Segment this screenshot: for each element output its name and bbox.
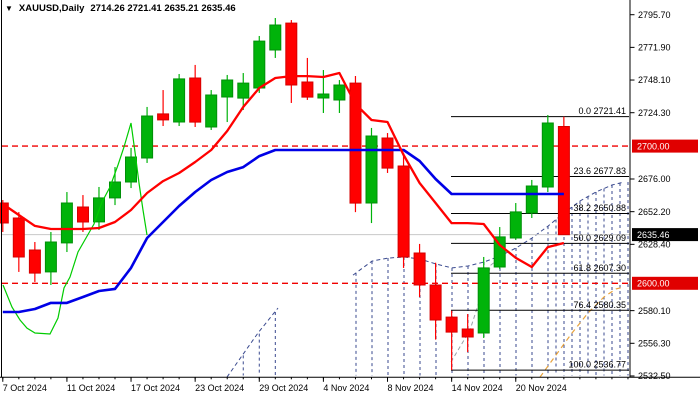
time-axis-label: 20 Nov 2024 <box>516 383 567 393</box>
time-axis-label: 11 Oct 2024 <box>67 383 115 393</box>
chikou-span-line <box>2 122 148 335</box>
symbol-period-label: XAUUSD,Daily <box>18 3 85 14</box>
candle-body-down <box>557 126 570 236</box>
time-axis-label: 23 Oct 2024 <box>195 383 244 393</box>
time-axis-label: 7 Oct 2024 <box>3 383 47 393</box>
candle-body-down <box>189 77 202 123</box>
candle-body-up <box>109 181 121 199</box>
candle-body-up <box>205 94 218 128</box>
candle-body-up <box>44 241 57 273</box>
candle-body-up <box>509 211 522 239</box>
candle-body-down <box>429 284 442 321</box>
price-axis-label: 2771.90 <box>638 43 671 53</box>
candle-body-up <box>525 185 538 214</box>
candle-body-down <box>28 249 41 274</box>
candle-body-up <box>493 236 506 268</box>
candle-body-down <box>301 81 314 98</box>
candle-body-up <box>173 78 186 123</box>
time-axis-label: 14 Nov 2024 <box>452 383 503 393</box>
price-axis-label: 2628.40 <box>638 240 671 250</box>
candle-body-up <box>253 40 266 89</box>
price-axis-label: 2652.20 <box>638 207 671 217</box>
price-axis-label: 2724.30 <box>638 108 671 118</box>
candle-body-down <box>445 316 458 333</box>
candle-body-up <box>541 122 554 188</box>
candle-body-down <box>381 137 394 169</box>
price-axis-label: 2556.30 <box>638 339 671 349</box>
candle-body-up <box>269 24 282 51</box>
price-axis-label: 2580.10 <box>638 306 671 316</box>
price-badge <box>632 228 698 242</box>
price-badge-label: 2700.00 <box>637 141 670 151</box>
candle-body-up <box>141 115 154 159</box>
senkou-span-b-line <box>352 181 625 276</box>
candle-body-up <box>333 84 346 101</box>
price-badge-label: 2635.46 <box>637 230 670 240</box>
candle-body-up <box>60 202 73 244</box>
candle-body-up <box>317 93 330 99</box>
fib-level-label: 0.0 2721.41 <box>578 106 626 116</box>
price-badge <box>632 276 698 290</box>
time-axis-label: 29 Oct 2024 <box>259 383 308 393</box>
fib-level-label: 23.6 2677.83 <box>573 166 626 176</box>
candle-body-up <box>237 82 250 99</box>
fib-level-label: 76.4 2580.35 <box>573 300 626 310</box>
candle-body-up <box>477 267 490 334</box>
senkou-span-a-future-line <box>539 286 625 378</box>
kijun-sen-line <box>2 148 564 314</box>
candle-body-down <box>397 165 410 258</box>
time-axis-label: 4 Nov 2024 <box>323 383 369 393</box>
senkou-span-a-line <box>226 307 279 378</box>
price-axis-label: 2795.70 <box>638 10 671 20</box>
tenkan-sen-line <box>2 71 565 269</box>
price-axis: 2795.70 2771.90 2748.10 2724.30 2676.00 2652.… <box>630 10 698 381</box>
collapse-triangle-icon[interactable]: ▼ <box>5 3 13 13</box>
candle-body-down <box>349 82 362 204</box>
candle-body-down <box>77 206 89 223</box>
price-axis-label: 2532.50 <box>638 371 671 381</box>
price-axis-label: 2676.00 <box>638 174 671 184</box>
candle-body-down <box>157 113 170 121</box>
price-badge <box>632 139 698 153</box>
time-axis: 7 Oct 2024 11 Oct 2024 17 Oct 2024 23 Oct 2… <box>2 377 629 393</box>
price-badge-label: 2600.00 <box>637 279 670 289</box>
candle-body-down <box>12 217 25 258</box>
fibonacci-retracement: 0.0 2721.41 23.6 2677.83 38.2 2650.88 50.0 … <box>451 106 629 371</box>
candle-body-up <box>365 135 378 204</box>
fib-level-label: 61.8 2607.30 <box>573 263 626 273</box>
time-axis-label: 17 Oct 2024 <box>131 383 180 393</box>
candle-body-down <box>0 202 9 224</box>
time-axis-label: 8 Nov 2024 <box>388 383 434 393</box>
candle-body-up <box>221 79 234 98</box>
price-axis-label: 2748.10 <box>638 75 671 85</box>
chart-title: ▼ XAUUSD,Daily 2714.26 2721.41 2635.21 2… <box>5 3 236 14</box>
candle-body-up <box>125 156 137 183</box>
fib-level-label: 100.0 2536.77 <box>568 360 626 370</box>
fib-level-label: 38.2 2650.88 <box>573 203 626 213</box>
fib-level-label: 50.0 2629.09 <box>573 233 626 243</box>
candle-body-down <box>413 252 426 286</box>
candle-body-down <box>285 22 298 86</box>
title-ohlc-values: 2714.26 2721.41 2635.21 2635.46 <box>90 3 236 14</box>
candle-body-down <box>461 328 474 338</box>
